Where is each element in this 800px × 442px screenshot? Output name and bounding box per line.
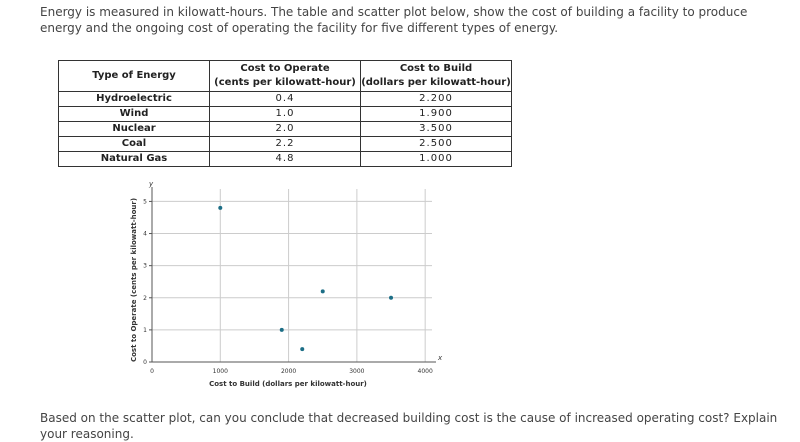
point [218,205,223,210]
y-tick-label: 0 [143,359,147,366]
data-table: Type of Energy Cost to Operate (cents per … [58,60,512,167]
header-cell: Cost to Operate (cents per kilowatt-hour) [209,60,361,92]
x-tick-label: 3000 [349,368,364,375]
y-tick-label: 2 [143,295,147,302]
x-axis-name: x [437,354,443,362]
header-line: Cost to Operate [240,63,330,74]
point [389,295,394,300]
y-tick-label: 4 [143,231,147,238]
point [320,289,325,294]
table-cell: 1.000 [360,151,512,167]
question: Based on the scatter plot, can you concl… [40,411,778,441]
y-axis-name: y [148,180,154,188]
x-tick-label: 0 [150,368,154,375]
x-tick-label: 4000 [418,368,433,375]
x-tick-label: 1000 [213,368,228,375]
header-line: (dollars per kilowatt-hour) [361,77,511,88]
y-tick-label: 5 [143,198,147,205]
point [300,347,305,352]
intro: Energy is measured in kilowatt-hours. Th… [40,5,748,35]
y-axis-label: Cost to Operate (cents per kilowatt-hour… [130,198,138,362]
table-cell: Natural Gas [58,151,210,167]
y-tick-label: 3 [143,263,147,270]
y-tick-label: 1 [143,327,147,334]
header-line: Type of Energy [92,70,176,81]
x-tick-label: 2000 [281,368,296,375]
table-row: Coal 2.2 2.500 [58,136,512,152]
table-row: Hydroelectric 0.4 2.200 [58,91,512,107]
point [279,327,284,332]
header-line: (cents per kilowatt-hour) [214,77,356,88]
table-row: Natural Gas 4.8 1.000 [58,151,512,167]
x-axis-label: Cost to Build (dollars per kilowatt-hour… [209,380,367,388]
header-line: Cost to Build [399,63,473,74]
